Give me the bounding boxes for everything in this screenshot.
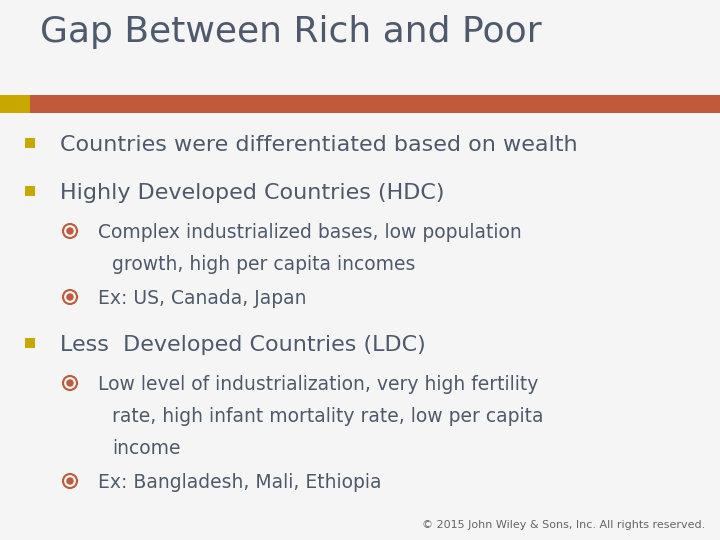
Circle shape bbox=[67, 478, 73, 484]
Text: Countries were differentiated based on wealth: Countries were differentiated based on w… bbox=[60, 135, 577, 155]
Text: Low level of industrialization, very high fertility: Low level of industrialization, very hig… bbox=[98, 375, 539, 394]
Text: Complex industrialized bases, low population: Complex industrialized bases, low popula… bbox=[98, 223, 522, 242]
Circle shape bbox=[67, 294, 73, 300]
Text: Highly Developed Countries (HDC): Highly Developed Countries (HDC) bbox=[60, 183, 444, 203]
Text: growth, high per capita incomes: growth, high per capita incomes bbox=[112, 255, 415, 274]
Bar bbox=[0, 95, 30, 113]
Text: Less  Developed Countries (LDC): Less Developed Countries (LDC) bbox=[60, 335, 426, 355]
Text: Ex: US, Canada, Japan: Ex: US, Canada, Japan bbox=[98, 289, 307, 308]
Text: Gap Between Rich and Poor: Gap Between Rich and Poor bbox=[40, 15, 541, 49]
Text: income: income bbox=[112, 439, 181, 458]
Text: © 2015 John Wiley & Sons, Inc. All rights reserved.: © 2015 John Wiley & Sons, Inc. All right… bbox=[422, 520, 705, 530]
Bar bbox=[25, 338, 35, 348]
Bar bbox=[30, 95, 720, 113]
Circle shape bbox=[67, 380, 73, 386]
Bar bbox=[25, 138, 35, 148]
Text: Ex: Bangladesh, Mali, Ethiopia: Ex: Bangladesh, Mali, Ethiopia bbox=[98, 473, 382, 492]
Text: rate, high infant mortality rate, low per capita: rate, high infant mortality rate, low pe… bbox=[112, 407, 544, 426]
Bar bbox=[25, 186, 35, 196]
Circle shape bbox=[67, 228, 73, 234]
